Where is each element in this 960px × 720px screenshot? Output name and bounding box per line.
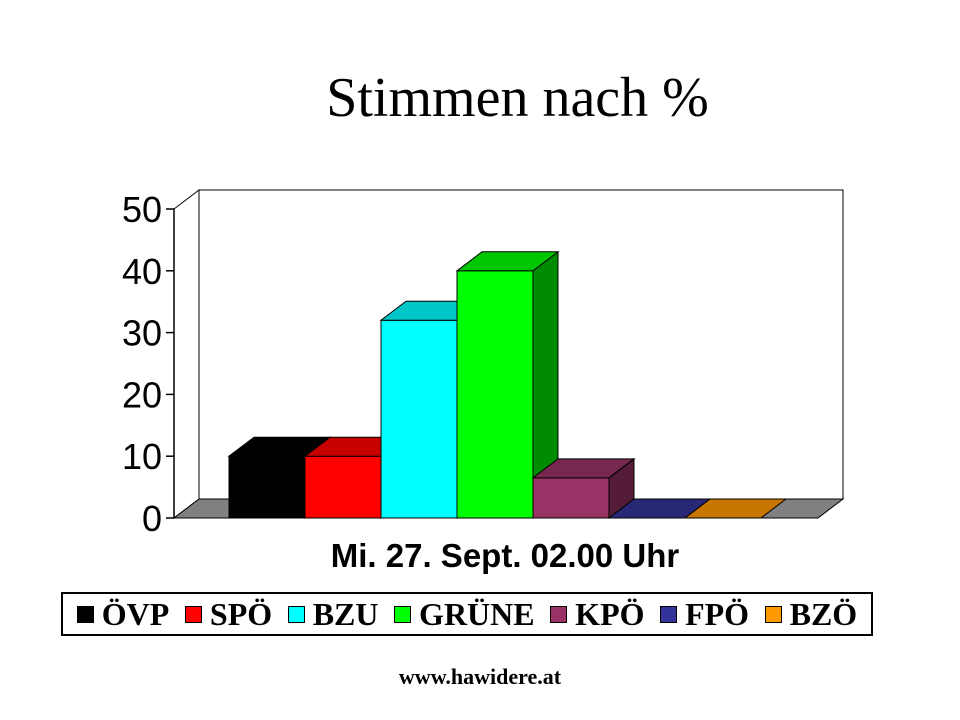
legend-label: FPÖ — [685, 595, 750, 632]
legend-label: ÖVP — [101, 595, 170, 632]
legend-swatch — [660, 605, 678, 623]
legend-item: GRÜNE — [394, 596, 535, 633]
legend-item: BZÖ — [764, 595, 858, 633]
y-tick-label: 40 — [122, 251, 162, 292]
bars — [227, 250, 788, 520]
bar-bzö — [683, 498, 788, 519]
y-tick-label: 50 — [122, 189, 162, 230]
y-tick-label: 30 — [122, 313, 162, 354]
legend-swatch — [287, 605, 305, 623]
legend-label: KPÖ — [575, 595, 645, 632]
legend-swatch — [764, 605, 782, 623]
bar-front — [532, 477, 610, 519]
legend-label: SPÖ — [209, 595, 273, 632]
bar-top — [531, 458, 636, 479]
legend-item: KPÖ — [550, 595, 645, 633]
legend-item: FPÖ — [660, 596, 749, 633]
bar-grüne — [455, 250, 560, 520]
legend-swatch — [184, 605, 202, 623]
y-tick-label: 0 — [142, 498, 162, 539]
bar-top — [455, 251, 560, 272]
bar-chart: 0 10 20 30 40 50 Mi. 27. Sept. 02.00 Uhr — [122, 188, 845, 574]
legend-item: BZU — [287, 595, 379, 633]
legend-swatch — [550, 605, 568, 623]
legend-label: BZÖ — [789, 595, 858, 632]
footer-url: www.hawidere.at — [398, 664, 562, 689]
bar-front — [456, 270, 534, 519]
bar-front — [304, 455, 382, 519]
legend-label: BZU — [312, 595, 379, 632]
bar-front — [380, 319, 458, 519]
x-category-label: Mi. 27. Sept. 02.00 Uhr — [331, 537, 680, 574]
bar-kpö — [531, 457, 636, 520]
y-axis: 0 10 20 30 40 50 — [122, 189, 175, 539]
bar-top — [683, 498, 788, 519]
y-tick-label: 20 — [122, 374, 162, 415]
y-tick-label: 10 — [122, 436, 162, 477]
legend-item: ÖVP — [76, 595, 170, 633]
side-wall — [173, 188, 200, 520]
legend-swatch — [76, 605, 94, 623]
legend: ÖVP SPÖ BZU GRÜNE KPÖ FPÖ BZÖ — [61, 592, 873, 636]
legend-label: GRÜNE — [419, 595, 535, 632]
legend-swatch — [394, 605, 412, 623]
bar-front — [228, 455, 306, 519]
chart-title: Stimmen nach % — [326, 67, 709, 129]
legend-item: SPÖ — [184, 595, 273, 633]
